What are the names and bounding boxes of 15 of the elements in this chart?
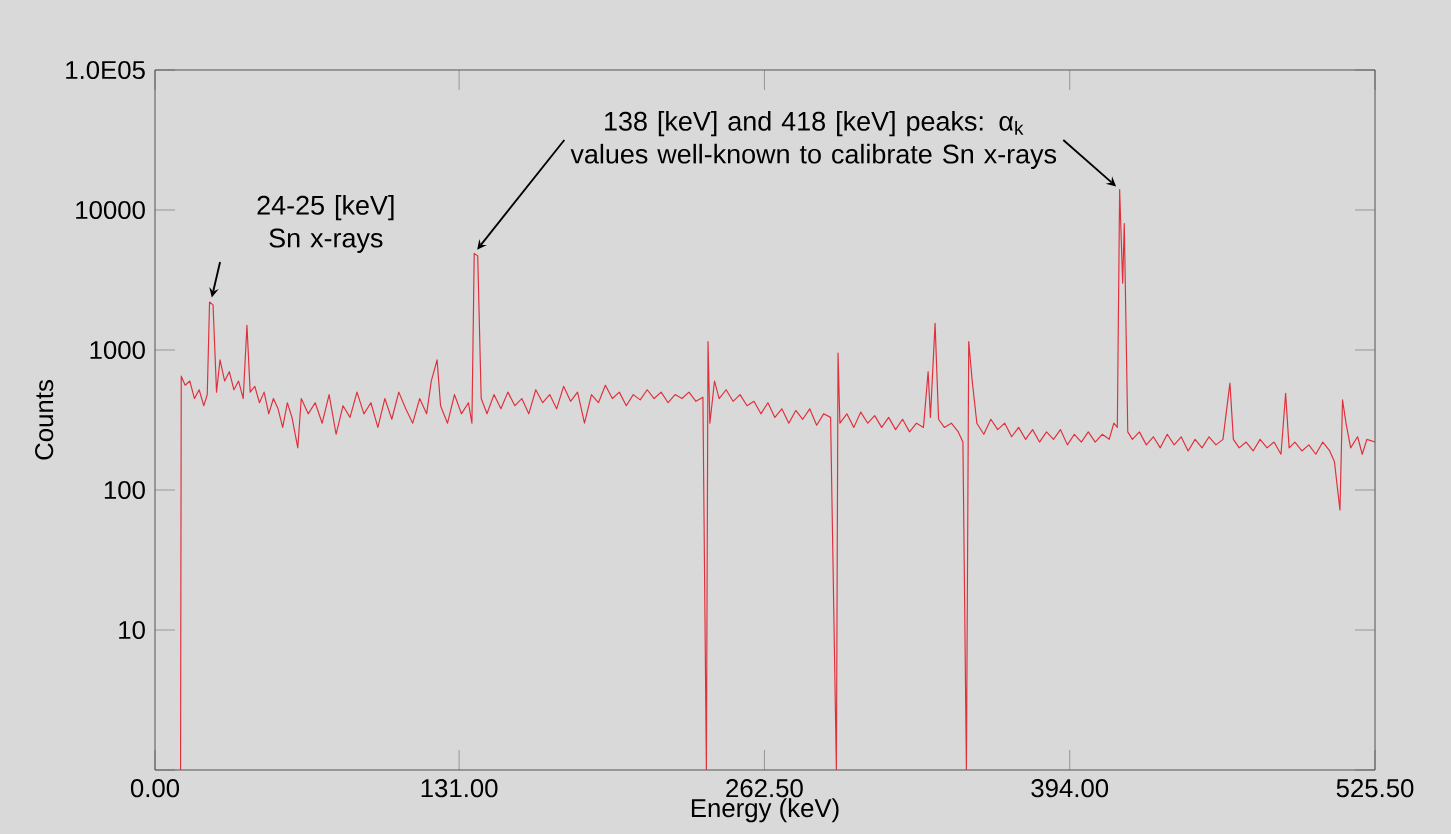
y-tick-label: 1000	[90, 340, 145, 360]
x-tick-label: 131.00	[421, 779, 498, 798]
y-tick-label: 100	[104, 480, 145, 500]
x-tick-label: 525.50	[1336, 779, 1414, 798]
annotation: 138 [keV] and 418 [keV] peaks: α$_{k}$ values well-known to calibrate Sn x-rays	[570, 111, 1057, 169]
x-tick-label: 0.00	[130, 779, 180, 798]
y-axis-title: Counts	[35, 380, 54, 460]
line-series	[179, 188, 1376, 770]
y-tick-label: 10000	[76, 200, 145, 220]
x-axis-title: Energy (keV)	[691, 798, 839, 823]
y-tick-label: 1.0E05	[66, 60, 145, 80]
x-tick-label: 394.00	[1031, 779, 1109, 798]
x-tick-label: 262.50	[726, 779, 803, 798]
y-tick-label: 10	[119, 620, 145, 640]
annotation: 24-25 [keV] Sn x-rays	[257, 195, 394, 253]
